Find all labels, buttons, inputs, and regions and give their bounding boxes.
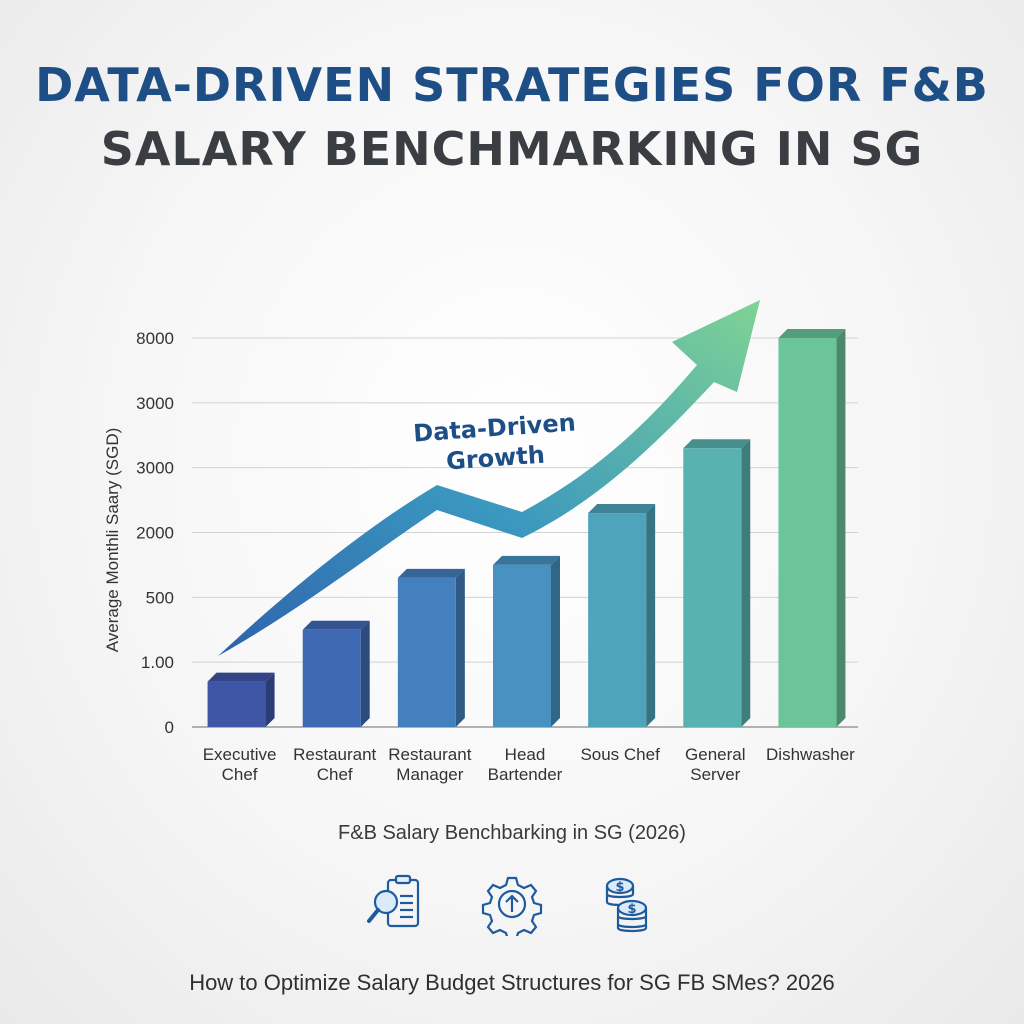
bar-side (551, 555, 560, 727)
x-tick-label: General Server (685, 745, 745, 784)
bar (207, 672, 275, 727)
annotation-line-1: Data-Driven (412, 408, 576, 447)
title-line-2: SALARY BENCHMARKING IN SG (100, 122, 924, 176)
bar-top (588, 504, 656, 514)
bar-side (741, 439, 751, 727)
x-tick-label: Restaurant Chef (293, 745, 376, 784)
search-document-icon (367, 874, 420, 928)
y-tick-label: 8000 (136, 329, 174, 348)
bar-front (778, 338, 837, 727)
bar-top (397, 568, 465, 578)
bar-top (207, 672, 275, 682)
bar (302, 620, 370, 727)
bar-front (683, 448, 742, 727)
bar-top (778, 329, 846, 338)
bar (588, 504, 656, 727)
bar-top (683, 439, 751, 449)
coins-icon: $ $ (605, 877, 648, 933)
svg-text:$: $ (615, 880, 624, 895)
bar-top (493, 555, 560, 565)
x-tick-label: Dishwasher (766, 745, 855, 764)
bar-side (265, 672, 275, 727)
y-tick-label: 500 (146, 588, 174, 607)
y-tick-label: 3000 (136, 459, 174, 478)
x-tick-label: Head Bartender (488, 745, 563, 784)
gear-growth-icon (481, 876, 543, 936)
bar-front (302, 629, 361, 727)
bar-side (360, 620, 370, 727)
bar-front (207, 681, 266, 727)
title-line-1: DATA-DRIVEN STRATEGIES FOR F&B (35, 58, 989, 112)
chart-caption: F&B Salary Benchbarking in SG (2026) (338, 822, 686, 844)
bar (397, 568, 465, 727)
x-tick-label: Sous Chef (580, 745, 660, 764)
icon-row: $ $ (0, 872, 1024, 936)
annotation-line-2: Growth (445, 441, 545, 476)
x-tick-label: Restaurant Manager (388, 745, 471, 784)
bar-front (397, 577, 456, 727)
y-tick-label: 2000 (136, 524, 174, 543)
bar-side (836, 329, 846, 727)
bar-top (302, 620, 370, 630)
footer-question: How to Optimize Salary Budget Structures… (189, 970, 835, 995)
bar (493, 555, 560, 727)
bar-front (493, 564, 551, 727)
bar-chart: 0 1.00 500 2000 3000 3000 8000 Executive Chef Res… (103, 300, 858, 784)
bar-side (646, 504, 656, 727)
bar (683, 439, 751, 727)
y-tick-label: 3000 (136, 394, 174, 413)
growth-arrow (218, 300, 760, 656)
bar-side (455, 568, 465, 727)
y-axis-label: Average Monthli Saary (SGD) (103, 428, 122, 653)
bar-front (588, 513, 647, 727)
y-tick-label: 0 (165, 718, 174, 737)
svg-text:$: $ (627, 902, 636, 917)
bar (778, 329, 846, 727)
x-tick-label: Executive Chef (203, 745, 277, 784)
y-tick-label: 1.00 (141, 653, 174, 672)
